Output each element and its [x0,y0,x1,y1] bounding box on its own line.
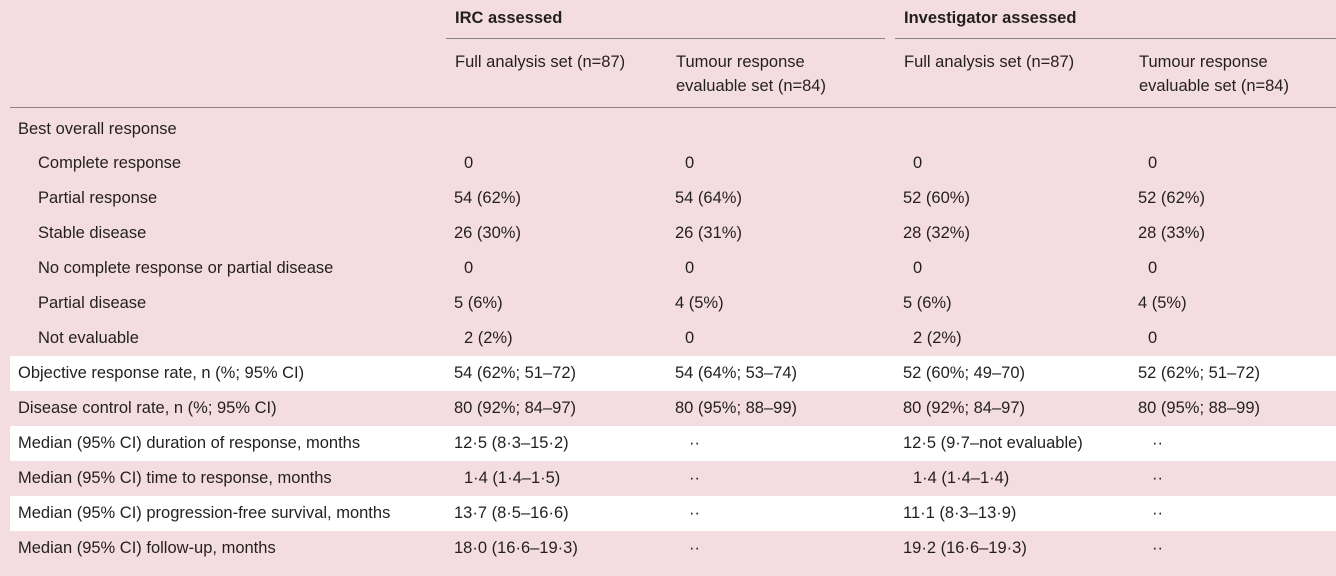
row-value: 0 [1148,154,1158,172]
row-label: Complete response [38,154,182,172]
column-header-irc-evaluable: Tumour response evaluable set (n=84) [676,53,826,95]
row-value: 0 [464,259,474,277]
table-row: Median (95% CI) follow-up, months 18·0 (1… [10,531,1336,566]
row-label: Median (95% CI) time to response, months [18,469,332,487]
row-label: Median (95% CI) progression-free surviva… [18,504,391,522]
table-row: Objective response rate, n (%; 95% CI) 54… [10,356,1336,391]
table-row: Not evaluable 2 (2%) 0 2 (2%) 0 [10,321,1336,356]
row-value: 4 (5%) [1138,294,1187,312]
table-row: Complete response 0 0 0 0 [10,146,1336,181]
row-value: 11·1 (8·3–13·9) [903,504,1017,522]
row-value: 26 (30%) [454,224,521,242]
row-label: Median (95% CI) duration of response, mo… [18,434,361,452]
header-rule [10,107,1336,108]
row-value: ·· [1152,469,1163,487]
row-value: 52 (60%) [903,189,970,207]
row-label: Partial disease [38,294,147,312]
table-row: Disease control rate, n (%; 95% CI) 80 (9… [10,391,1336,426]
row-value: 1·4 (1·4–1·5) [464,469,561,487]
row-value: 80 (95%; 88–99) [1138,399,1261,417]
section-row: Best overall response [10,112,1336,147]
group-rule-investigator [895,38,1336,39]
row-label: Not evaluable [38,329,139,347]
row-value: 52 (62%; 51–72) [1138,364,1261,382]
row-value: ·· [1152,434,1163,452]
row-value: 0 [464,154,474,172]
row-value: 5 (6%) [903,294,952,312]
row-value: 2 (2%) [913,329,962,347]
row-label: Disease control rate, n (%; 95% CI) [18,399,277,417]
row-value: 19·2 (16·6–19·3) [903,539,1027,557]
group-header-investigator: Investigator assessed [904,9,1077,27]
row-value: 54 (62%) [454,189,521,207]
row-value: 28 (33%) [1138,224,1205,242]
row-value: 1·4 (1·4–1·4) [913,469,1010,487]
table-row: Stable disease 26 (30%) 26 (31%) 28 (32%) 28… [10,216,1336,251]
table-row: No complete response or partial disease 0… [10,251,1336,286]
row-value: 0 [913,259,923,277]
row-value: ·· [689,504,700,522]
row-value: 5 (6%) [454,294,503,312]
row-value: ·· [689,434,700,452]
row-label: No complete response or partial disease [38,259,334,277]
row-value: 12·5 (8·3–15·2) [454,434,569,452]
row-value: 13·7 (8·5–16·6) [454,504,569,522]
row-label: Objective response rate, n (%; 95% CI) [18,364,305,382]
group-rule-irc [446,38,885,39]
row-value: 80 (92%; 84–97) [454,399,577,417]
row-value: ·· [1152,539,1163,557]
row-value: 26 (31%) [675,224,742,242]
row-value: 54 (64%; 53–74) [675,364,798,382]
row-value: 0 [685,154,695,172]
row-value: ·· [689,539,700,557]
row-label: Partial response [38,189,158,207]
table-row: Median (95% CI) duration of response, mo… [10,426,1336,461]
row-value: 54 (62%; 51–72) [454,364,577,382]
row-value: 52 (60%; 49–70) [903,364,1026,382]
row-value: 0 [913,154,923,172]
row-value: 80 (92%; 84–97) [903,399,1026,417]
row-value: 4 (5%) [675,294,724,312]
row-value: 54 (64%) [675,189,742,207]
column-header-irc-full: Full analysis set (n=87) [455,53,626,71]
row-value: 28 (32%) [903,224,970,242]
row-value: ·· [689,469,700,487]
column-header-investigator-full: Full analysis set (n=87) [904,53,1075,71]
row-value: 0 [685,259,695,277]
row-value: 80 (95%; 88–99) [675,399,798,417]
row-value: 18·0 (16·6–19·3) [454,539,578,557]
row-value: 12·5 (9·7–not evaluable) [903,434,1083,452]
group-header-irc: IRC assessed [455,9,563,27]
table-row: Median (95% CI) time to response, months… [10,461,1336,496]
row-value: 52 (62%) [1138,189,1205,207]
row-value: 0 [1148,259,1158,277]
table-row: Partial response 54 (62%) 54 (64%) 52 (60%)… [10,181,1336,216]
row-value: ·· [1152,504,1163,522]
row-value: 0 [1148,329,1158,347]
section-label: Best overall response [18,120,177,138]
column-header-investigator-evaluable: Tumour response evaluable set (n=84) [1139,53,1289,95]
row-value: 2 (2%) [464,329,513,347]
row-label: Median (95% CI) follow-up, months [18,539,276,557]
table-row: Median (95% CI) progression-free surviva… [10,496,1336,531]
row-label: Stable disease [38,224,147,242]
row-value: 0 [685,329,695,347]
table-row: Partial disease 5 (6%) 4 (5%) 5 (6%) 4 (5%) [10,286,1336,321]
